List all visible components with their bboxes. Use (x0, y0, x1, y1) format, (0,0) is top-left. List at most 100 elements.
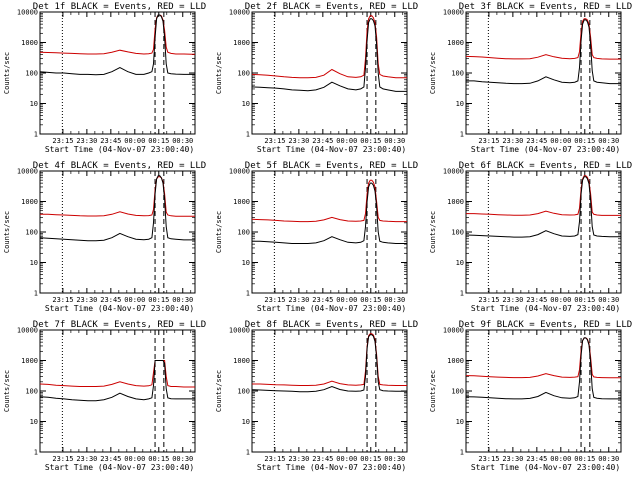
x-tick-label: 00:15 (360, 455, 381, 463)
x-axis-label: Start Time (04-Nov-07 23:00:40) (471, 145, 620, 154)
x-tick-label: 00:15 (148, 296, 169, 304)
y-tick-label: 10000 (443, 168, 464, 176)
x-tick-label: 23:30 (76, 455, 97, 463)
chart-panel-det-7f: Det 7f BLACK = Events, RED = LLD 1 10 100 10… (3, 320, 206, 472)
y-tick-label: 1000 (233, 198, 250, 206)
x-tick-label: 00:15 (148, 455, 169, 463)
chart-title: Det 4f BLACK = Events, RED = LLD (33, 161, 206, 171)
x-tick-label: 23:15 (478, 455, 499, 463)
x-tick-label: 23:45 (526, 455, 547, 463)
plot-frame (251, 11, 408, 135)
x-tick-label: 00:15 (574, 137, 595, 145)
chart-panel-det-8f: Det 8f BLACK = Events, RED = LLD 1 10 100 10… (215, 320, 418, 472)
x-tick-label: 00:30 (384, 137, 405, 145)
chart-panel-det-5f: Det 5f BLACK = Events, RED = LLD 1 10 100 10… (215, 161, 418, 313)
plot-frame (39, 170, 196, 294)
series-lld-line (466, 175, 621, 216)
series-events-line (40, 175, 195, 242)
chart-panel-det-9f: Det 9f BLACK = Events, RED = LLD 1 10 100 10… (429, 320, 632, 472)
x-tick-label: 23:30 (502, 455, 523, 463)
x-tick-label: 23:45 (100, 455, 121, 463)
y-tick-label: 10 (242, 100, 250, 108)
x-tick-label: 00:00 (124, 455, 145, 463)
series-events-line (40, 360, 195, 402)
y-tick-label: 1000 (447, 357, 464, 365)
x-tick-label: 00:30 (598, 455, 619, 463)
x-tick-label: 23:15 (478, 137, 499, 145)
x-tick-label: 00:30 (384, 296, 405, 304)
x-tick-label: 00:30 (384, 455, 405, 463)
chart-title: Det 3f BLACK = Events, RED = LLD (459, 2, 632, 12)
x-tick-label: 23:15 (478, 296, 499, 304)
y-tick-label: 100 (237, 70, 250, 78)
y-axis-label: Counts/sec (3, 370, 11, 412)
series-events-line (466, 176, 621, 238)
series-lld-line (40, 14, 195, 55)
y-tick-label: 10 (30, 418, 38, 426)
x-tick-label: 00:30 (172, 455, 193, 463)
plot-frame (39, 329, 196, 453)
chart-title: Det 6f BLACK = Events, RED = LLD (459, 161, 632, 171)
x-tick-label: 00:30 (172, 296, 193, 304)
series-lld-line (252, 179, 407, 223)
x-tick-label: 23:15 (52, 296, 73, 304)
series-events-line (466, 19, 621, 85)
y-tick-label: 10 (242, 418, 250, 426)
x-axis-label: Start Time (04-Nov-07 23:00:40) (257, 463, 406, 472)
y-tick-label: 1000 (21, 198, 38, 206)
y-tick-label: 100 (25, 70, 38, 78)
x-tick-label: 00:30 (598, 137, 619, 145)
y-tick-label: 10000 (229, 327, 250, 335)
y-tick-label: 1000 (21, 357, 38, 365)
plot-frame (465, 329, 622, 453)
x-tick-label: 00:30 (172, 137, 193, 145)
series-events-line (466, 337, 621, 400)
y-tick-label: 10 (456, 100, 464, 108)
y-tick-label: 10 (456, 418, 464, 426)
x-tick-label: 00:00 (550, 296, 571, 304)
y-tick-label: 1 (460, 449, 464, 457)
y-tick-label: 1000 (447, 198, 464, 206)
chart-panel-det-2f: Det 2f BLACK = Events, RED = LLD 1 10 100 10… (215, 2, 418, 154)
chart-panel-det-1f: Det 1f BLACK = Events, RED = LLD 1 10 100 10… (3, 2, 206, 154)
x-tick-label: 23:30 (288, 137, 309, 145)
x-axis-label: Start Time (04-Nov-07 23:00:40) (45, 463, 194, 472)
series-events-line (252, 18, 407, 92)
y-axis-label: Counts/sec (215, 52, 223, 94)
series-lld-line (40, 360, 195, 388)
x-axis-label: Start Time (04-Nov-07 23:00:40) (45, 145, 194, 154)
chart-title: Det 7f BLACK = Events, RED = LLD (33, 320, 206, 330)
x-tick-label: 00:15 (574, 455, 595, 463)
y-tick-label: 10000 (443, 9, 464, 17)
chart-panel-det-3f: Det 3f BLACK = Events, RED = LLD 1 10 100 10… (429, 2, 632, 154)
x-tick-label: 23:30 (502, 296, 523, 304)
y-tick-label: 100 (451, 229, 464, 237)
y-axis-label: Counts/sec (3, 52, 11, 94)
y-tick-label: 100 (451, 70, 464, 78)
y-tick-label: 10000 (229, 168, 250, 176)
chart-title: Det 9f BLACK = Events, RED = LLD (459, 320, 632, 330)
plot-frame (465, 11, 622, 135)
x-tick-label: 00:00 (336, 455, 357, 463)
chart-panel-det-4f: Det 4f BLACK = Events, RED = LLD 1 10 100 10… (3, 161, 206, 313)
x-tick-label: 23:15 (52, 137, 73, 145)
series-lld-line (466, 18, 621, 60)
y-tick-label: 10 (456, 259, 464, 267)
y-tick-label: 10000 (17, 327, 38, 335)
y-tick-label: 1000 (233, 357, 250, 365)
x-tick-label: 00:00 (550, 137, 571, 145)
series-events-line (252, 334, 407, 393)
y-axis-label: Counts/sec (429, 52, 437, 94)
x-tick-label: 23:30 (76, 137, 97, 145)
x-axis-label: Start Time (04-Nov-07 23:00:40) (257, 304, 406, 313)
x-tick-label: 00:15 (574, 296, 595, 304)
chart-title: Det 8f BLACK = Events, RED = LLD (245, 320, 418, 330)
y-tick-label: 10000 (17, 9, 38, 17)
series-lld-line (40, 176, 195, 217)
y-tick-label: 1 (246, 131, 250, 139)
x-tick-label: 23:15 (264, 455, 285, 463)
x-tick-label: 23:15 (52, 455, 73, 463)
y-tick-label: 1 (34, 131, 38, 139)
y-tick-label: 1000 (447, 39, 464, 47)
